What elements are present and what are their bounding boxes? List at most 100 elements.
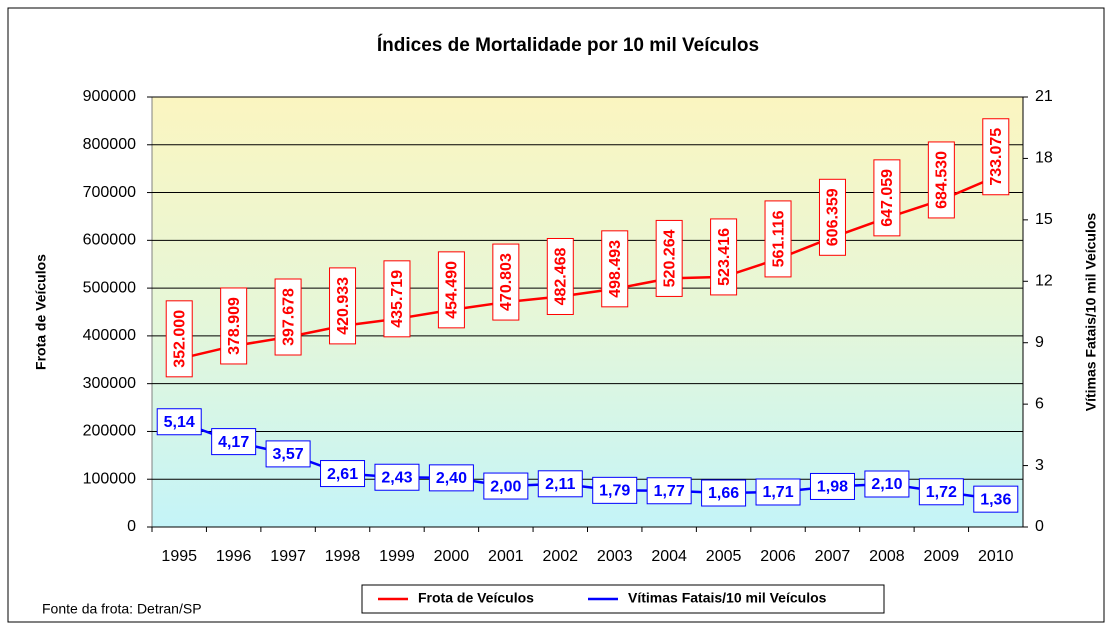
data-label-box — [537, 470, 583, 498]
x-tick-label: 2001 — [488, 548, 524, 565]
data-label-box — [437, 251, 465, 329]
x-tick-label: 2003 — [597, 548, 633, 565]
y2-axis-title: Vítimas Fatais/10 mil Veículos — [1083, 213, 1099, 412]
x-tick-label: 2007 — [815, 548, 851, 565]
y-tick-label: 100000 — [83, 470, 136, 487]
legend — [361, 584, 885, 614]
x-tick-label: 2010 — [978, 548, 1014, 565]
data-label-box — [546, 237, 574, 315]
data-label: 2,40 — [436, 470, 467, 487]
data-label-box — [982, 118, 1010, 196]
data-label-box — [156, 408, 202, 436]
data-label-box — [864, 470, 910, 498]
x-tick-label: 1996 — [216, 548, 252, 565]
data-label: 3,57 — [273, 446, 304, 463]
data-label-box — [655, 219, 683, 297]
y-tick-label: 500000 — [83, 279, 136, 296]
data-label-box — [483, 472, 529, 500]
data-label: 470.803 — [498, 253, 515, 311]
y-tick-label: 700000 — [83, 184, 136, 201]
data-label: 5,14 — [164, 414, 195, 431]
data-label: 561.116 — [770, 210, 787, 267]
data-label-box — [764, 200, 792, 278]
y-tick-label: 300000 — [83, 375, 136, 392]
data-label-box — [428, 464, 474, 492]
data-label-box — [220, 287, 248, 365]
y2-tick-label: 15 — [1035, 211, 1053, 228]
series-line — [178, 175, 997, 361]
x-tick-label: 2005 — [706, 548, 742, 565]
y2-tick-label: 12 — [1035, 273, 1053, 290]
data-label-box — [320, 460, 366, 488]
x-tick-label: 2008 — [869, 548, 905, 565]
data-label-box — [818, 178, 846, 256]
data-label: 435.719 — [389, 270, 406, 328]
data-label: 647.059 — [879, 169, 896, 227]
data-label: 733.075 — [988, 128, 1005, 186]
data-label-box — [383, 260, 411, 338]
y-tick-label: 900000 — [83, 88, 136, 105]
x-tick-label: 2009 — [924, 548, 960, 565]
data-label-box — [918, 478, 964, 506]
data-label-box — [809, 472, 855, 500]
y2-tick-label: 3 — [1035, 457, 1044, 474]
x-tick-label: 1999 — [379, 548, 415, 565]
data-label-box — [927, 141, 955, 219]
y-tick-label: 200000 — [83, 423, 136, 440]
data-label-box — [973, 485, 1019, 513]
data-label-box — [701, 479, 747, 507]
x-tick-label: 2000 — [434, 548, 470, 565]
data-label-box — [710, 218, 738, 296]
y2-tick-label: 9 — [1035, 334, 1044, 351]
data-label: 2,00 — [490, 478, 521, 495]
data-label-box — [601, 230, 629, 308]
data-label: 2,11 — [545, 476, 575, 493]
data-label-box — [492, 243, 520, 321]
legend-label: Vítimas Fatais/10 mil Veículos — [628, 590, 827, 606]
data-label: 606.359 — [825, 188, 842, 246]
data-label: 1,36 — [980, 491, 1011, 508]
x-tick-label: 2002 — [542, 548, 578, 565]
data-label: 2,43 — [381, 469, 412, 486]
data-label-box — [274, 278, 302, 356]
series-line — [178, 420, 996, 501]
data-label: 454.490 — [444, 261, 461, 319]
data-label-box — [165, 300, 193, 378]
data-label-box — [873, 159, 901, 237]
y-tick-label: 600000 — [83, 232, 136, 249]
x-tick-label: 1997 — [270, 548, 306, 565]
y-tick-label: 800000 — [83, 136, 136, 153]
data-label-box — [211, 428, 257, 456]
y2-tick-label: 18 — [1035, 150, 1053, 167]
data-label: 2,61 — [327, 466, 358, 483]
data-label: 523.416 — [716, 228, 733, 286]
chart-title: Índices de Mortalidade por 10 mil Veícul… — [377, 34, 759, 56]
data-label: 378.909 — [226, 297, 243, 355]
data-label: 684.530 — [934, 151, 951, 209]
y-tick-label: 0 — [127, 518, 136, 535]
data-label-box — [329, 267, 357, 345]
data-label: 352.000 — [171, 310, 188, 368]
y2-tick-label: 21 — [1035, 88, 1053, 105]
data-label-box — [374, 463, 420, 491]
data-label: 1,79 — [599, 483, 630, 500]
data-label: 420.933 — [335, 277, 352, 335]
x-tick-label: 2006 — [760, 548, 796, 565]
y-axis-title: Frota de Veículos — [33, 254, 49, 370]
data-label: 520.264 — [661, 229, 678, 287]
data-label: 4,17 — [218, 434, 249, 451]
data-label: 397.678 — [280, 288, 297, 346]
x-tick-label: 1998 — [325, 548, 361, 565]
data-label: 1,77 — [654, 483, 685, 500]
data-label: 1,98 — [817, 479, 848, 496]
x-tick-label: 1995 — [161, 548, 197, 565]
data-label-box — [755, 478, 801, 506]
data-label-box — [265, 440, 311, 468]
y-tick-label: 400000 — [83, 327, 136, 344]
data-label: 1,72 — [926, 484, 957, 501]
data-label-box — [592, 476, 638, 504]
data-label-box — [646, 477, 692, 505]
data-label: 1,71 — [762, 484, 793, 501]
y2-tick-label: 0 — [1035, 518, 1044, 535]
x-tick-label: 2004 — [651, 548, 687, 565]
